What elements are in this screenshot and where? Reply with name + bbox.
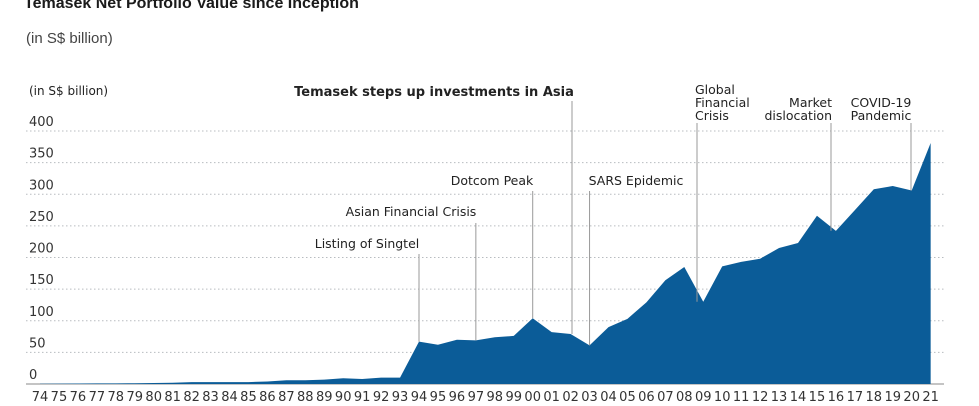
- x-tick-label: 18: [866, 390, 883, 405]
- x-tick-label: 84: [221, 390, 238, 405]
- y-axis-ticks: 0 50 100 150 200 250 300 350 400: [29, 115, 54, 383]
- x-tick-label: 83: [202, 390, 219, 405]
- x-tick-label: 91: [354, 390, 371, 405]
- x-tick-label: 94: [411, 390, 428, 405]
- x-tick-label: 96: [449, 390, 466, 405]
- x-tick-label: 93: [392, 390, 409, 405]
- y-tick-label: 300: [29, 178, 54, 193]
- x-tick-label: 02: [562, 390, 579, 405]
- x-tick-label: 04: [600, 390, 617, 405]
- x-tick-label: 05: [619, 390, 636, 405]
- x-tick-label: 14: [790, 390, 807, 405]
- x-tick-label: 21: [922, 390, 939, 405]
- x-tick-label: 88: [297, 390, 314, 405]
- x-tick-label: 97: [468, 390, 485, 405]
- x-tick-label: 20: [903, 390, 920, 405]
- y-tick-label: 0: [29, 368, 37, 383]
- x-tick-label: 15: [809, 390, 826, 405]
- y-tick-label: 350: [29, 147, 54, 162]
- annotations: Listing of Singtel Asian Financial Crisis…: [294, 82, 912, 346]
- x-tick-label: 08: [676, 390, 693, 405]
- x-tick-label: 98: [487, 390, 504, 405]
- x-tick-label: 19: [884, 390, 901, 405]
- x-tick-label: 03: [581, 390, 598, 405]
- y-tick-label: 100: [29, 305, 54, 320]
- x-tick-label: 74: [32, 390, 49, 405]
- annotation-label: Dotcom Peak: [451, 173, 534, 188]
- x-tick-label: 80: [145, 390, 162, 405]
- area-path: [40, 143, 931, 384]
- annotation-label: Listing of Singtel: [315, 236, 420, 251]
- x-tick-label: 86: [259, 390, 276, 405]
- annotation-label: Global Financial Crisis: [695, 82, 750, 123]
- x-tick-label: 11: [733, 390, 750, 405]
- x-axis-ticks: 74 75 76 77 78 79 80 81 82 83 84 85 86 87 88 89 90 91 92 93…: [32, 390, 939, 405]
- x-tick-label: 82: [183, 390, 200, 405]
- x-tick-label: 79: [126, 390, 143, 405]
- annotation-label: Market dislocation: [764, 95, 832, 123]
- x-tick-label: 10: [714, 390, 731, 405]
- x-tick-label: 13: [771, 390, 788, 405]
- area-series: [39, 143, 931, 384]
- x-tick-label: 90: [335, 390, 352, 405]
- x-tick-label: 77: [89, 390, 106, 405]
- x-tick-label: 09: [695, 390, 712, 405]
- x-tick-label: 16: [828, 390, 845, 405]
- x-tick-label: 07: [657, 390, 674, 405]
- x-tick-label: 87: [278, 390, 295, 405]
- x-tick-label: 76: [70, 390, 87, 405]
- x-tick-label: 99: [505, 390, 522, 405]
- chart-subtitle: (in S$ billion): [26, 30, 113, 47]
- annotation-label: COVID-19 Pandemic: [851, 95, 912, 123]
- y-tick-label: 200: [29, 242, 54, 257]
- x-tick-label: 06: [638, 390, 655, 405]
- annotation-label: Temasek steps up investments in Asia: [294, 85, 574, 100]
- x-tick-label: 81: [164, 390, 181, 405]
- y-axis-unit-label: (in S$ billion): [29, 84, 108, 98]
- y-tick-label: 250: [29, 210, 54, 225]
- x-tick-label: 89: [316, 390, 333, 405]
- x-tick-label: 95: [430, 390, 447, 405]
- x-tick-label: 85: [240, 390, 257, 405]
- y-tick-label: 400: [29, 115, 54, 130]
- annotation-label: Asian Financial Crisis: [346, 204, 477, 219]
- y-tick-label: 150: [29, 273, 54, 288]
- y-tick-label: 50: [29, 336, 46, 351]
- annotation-label: SARS Epidemic: [589, 173, 684, 188]
- x-tick-label: 17: [847, 390, 864, 405]
- x-tick-label: 78: [108, 390, 125, 405]
- x-tick-label: 01: [543, 390, 560, 405]
- x-tick-label: 12: [752, 390, 769, 405]
- x-tick-label: 92: [373, 390, 390, 405]
- x-tick-label: 75: [51, 390, 68, 405]
- chart-title: Temasek Net Portfolio Value since Incept…: [24, 0, 359, 12]
- x-tick-label: 00: [524, 390, 541, 405]
